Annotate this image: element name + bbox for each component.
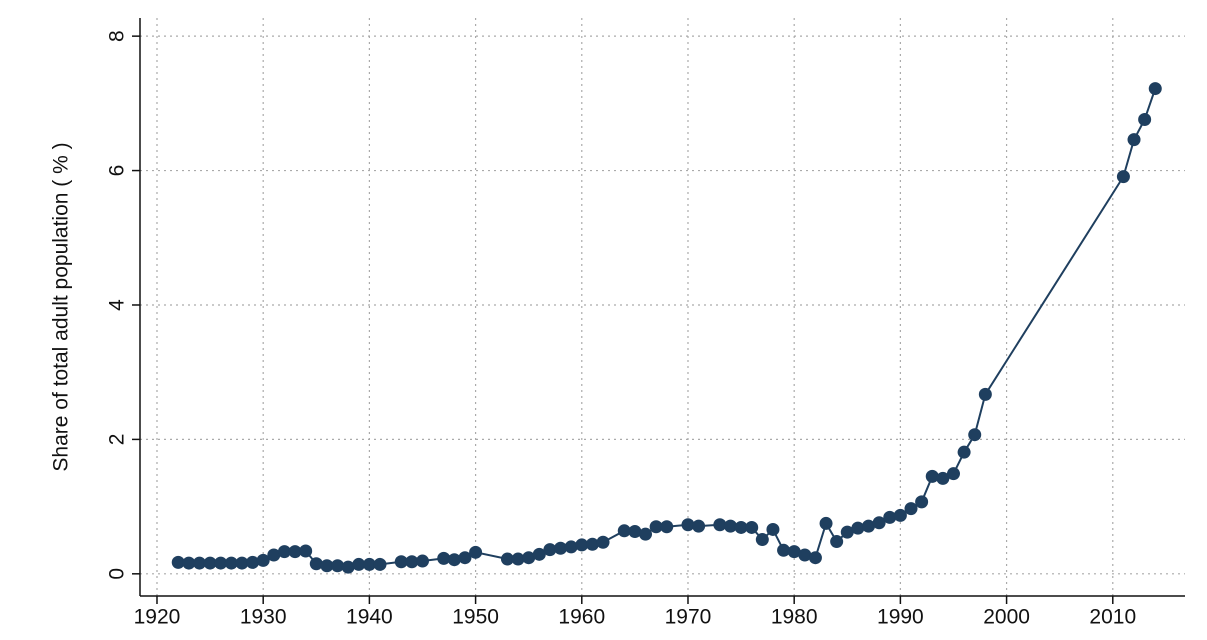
data-point bbox=[830, 535, 844, 549]
data-point bbox=[554, 541, 568, 555]
data-point bbox=[925, 469, 939, 483]
data-point bbox=[182, 556, 196, 570]
data-point bbox=[405, 555, 419, 569]
y-tick-label: 0 bbox=[106, 568, 129, 580]
data-point bbox=[808, 551, 822, 565]
y-tick-label: 6 bbox=[106, 165, 129, 177]
data-point bbox=[766, 522, 780, 536]
data-point bbox=[224, 556, 238, 570]
data-point bbox=[585, 537, 599, 551]
data-point bbox=[331, 559, 345, 573]
data-point bbox=[362, 557, 376, 571]
data-point bbox=[660, 520, 674, 534]
data-point bbox=[957, 445, 971, 459]
data-point bbox=[1116, 170, 1130, 184]
data-point bbox=[798, 548, 812, 562]
data-point bbox=[235, 556, 249, 570]
y-tick-label: 8 bbox=[106, 30, 129, 42]
data-point bbox=[256, 553, 270, 567]
data-point bbox=[320, 559, 334, 573]
data-point bbox=[723, 519, 737, 533]
data-point bbox=[267, 548, 281, 562]
data-point bbox=[596, 535, 610, 549]
data-point bbox=[1148, 82, 1162, 96]
data-point bbox=[734, 520, 748, 534]
data-point bbox=[288, 545, 302, 559]
data-point bbox=[649, 520, 663, 534]
data-point bbox=[978, 387, 992, 401]
x-tick-label: 1950 bbox=[452, 606, 499, 629]
data-point bbox=[1127, 133, 1141, 147]
data-point bbox=[522, 551, 536, 565]
data-point bbox=[437, 551, 451, 565]
y-tick-label: 4 bbox=[106, 299, 129, 311]
x-tick-label: 2000 bbox=[983, 606, 1030, 629]
data-point bbox=[862, 519, 876, 533]
data-point bbox=[787, 545, 801, 559]
y-tick-label: 2 bbox=[106, 434, 129, 446]
data-point bbox=[277, 545, 291, 559]
data-point bbox=[1138, 112, 1152, 126]
data-point bbox=[883, 510, 897, 524]
x-tick-label: 1930 bbox=[240, 606, 287, 629]
data-point bbox=[893, 508, 907, 522]
x-tick-label: 1960 bbox=[558, 606, 605, 629]
data-point bbox=[341, 560, 355, 574]
data-point bbox=[840, 525, 854, 539]
x-tick-label: 1990 bbox=[877, 606, 924, 629]
data-point bbox=[819, 516, 833, 530]
data-point bbox=[575, 538, 589, 552]
data-point bbox=[639, 527, 653, 541]
y-axis-label: Share of total adult population ( % ) bbox=[50, 142, 73, 471]
data-point bbox=[755, 533, 769, 547]
x-tick-label: 2010 bbox=[1089, 606, 1136, 629]
data-point bbox=[692, 519, 706, 533]
data-point bbox=[192, 556, 206, 570]
data-point bbox=[915, 495, 929, 509]
data-point bbox=[872, 516, 886, 530]
x-tick-label: 1970 bbox=[665, 606, 712, 629]
data-point bbox=[458, 551, 472, 565]
data-point bbox=[617, 524, 631, 538]
data-point bbox=[681, 518, 695, 532]
data-point bbox=[936, 471, 950, 485]
data-point bbox=[532, 547, 546, 561]
data-point bbox=[309, 557, 323, 571]
data-point bbox=[628, 524, 642, 538]
data-point bbox=[203, 556, 217, 570]
data-point bbox=[713, 518, 727, 532]
data-point bbox=[299, 544, 313, 558]
data-point bbox=[968, 428, 982, 442]
data-point bbox=[564, 540, 578, 554]
data-point bbox=[745, 520, 759, 534]
data-point bbox=[352, 557, 366, 571]
data-point bbox=[511, 552, 525, 566]
data-point bbox=[394, 555, 408, 569]
data-point bbox=[214, 556, 228, 570]
x-tick-label: 1980 bbox=[771, 606, 818, 629]
data-point bbox=[415, 554, 429, 568]
data-point bbox=[851, 521, 865, 535]
data-point bbox=[946, 467, 960, 481]
data-point bbox=[777, 543, 791, 557]
x-tick-label: 1920 bbox=[134, 606, 181, 629]
series-line bbox=[178, 88, 1157, 569]
data-point bbox=[469, 545, 483, 559]
data-point bbox=[447, 553, 461, 567]
data-point bbox=[373, 557, 387, 571]
x-tick-label: 1940 bbox=[346, 606, 393, 629]
data-point bbox=[246, 555, 260, 569]
data-point bbox=[171, 555, 185, 569]
data-point bbox=[904, 502, 918, 516]
data-point bbox=[500, 552, 514, 566]
data-point bbox=[543, 543, 557, 557]
